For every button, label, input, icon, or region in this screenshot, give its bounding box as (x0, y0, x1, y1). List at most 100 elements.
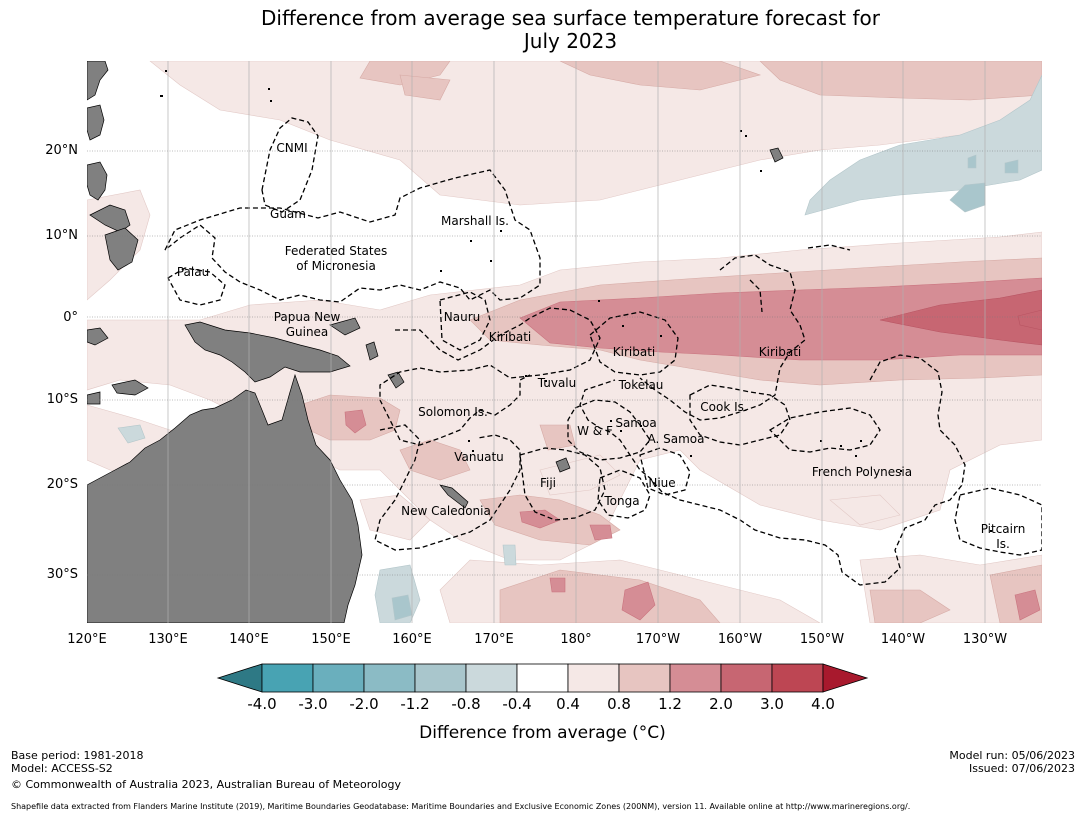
colorbar-segment-7 (618, 663, 671, 693)
label-pitcairn-line1: Pitcairn (980, 522, 1026, 536)
cb-tick-7: 0.8 (607, 695, 631, 713)
lon-label-150e: 150°E (311, 632, 351, 647)
bougainville (365, 341, 379, 361)
label-cook: Cook Is. (700, 400, 748, 414)
anomaly-2.0-3.0 (879, 289, 1042, 346)
lat-label-30s: 30°S (46, 567, 78, 582)
colorbar-title: Difference from average (°C) (419, 723, 666, 743)
label-png-line2: Guinea (285, 325, 329, 339)
label-fsm-line2: of Micronesia (296, 259, 376, 273)
colorbar-segment-9 (720, 663, 773, 693)
label-png: Papua New Guinea (274, 310, 341, 340)
cb-tick-5: -0.4 (502, 695, 532, 713)
label-tokelau: Tokelau (618, 378, 664, 392)
shapefile-credit: Shapefile data extracted from Flanders M… (11, 802, 911, 811)
label-guam: Guam (270, 207, 306, 221)
map-plot-area (87, 61, 1042, 623)
model-run: Model run: 05/06/2023 (949, 749, 1075, 762)
cb-tick-3: -1.2 (400, 695, 430, 713)
title-line-2: July 2023 (523, 29, 618, 53)
land-masses (87, 61, 784, 623)
label-wallis-futuna: W & F (577, 424, 613, 438)
lon-label-130w: 130°W (962, 632, 1008, 647)
lon-label-150w: 150°W (799, 632, 845, 647)
label-fsm-line1: Federated States (284, 244, 388, 258)
hawaii (769, 147, 784, 163)
cb-tick-2: -2.0 (349, 695, 379, 713)
cb-tick-10: 3.0 (760, 695, 784, 713)
label-niue: Niue (648, 476, 676, 490)
label-png-line1: Papua New (273, 310, 341, 324)
colorbar-segment-2 (363, 663, 416, 693)
label-tonga: Tonga (604, 494, 640, 508)
lat-label-10n: 10°N (45, 228, 78, 243)
philippines-a (87, 61, 109, 101)
label-new-caledonia: New Caledonia (401, 504, 491, 518)
lon-label-180: 180° (560, 632, 592, 647)
model-name: Model: ACCESS-S2 (11, 762, 113, 775)
cb-tick-9: 2.0 (709, 695, 733, 713)
lon-label-130e: 130°E (148, 632, 188, 647)
cb-tick-6: 0.4 (556, 695, 580, 713)
label-pitcairn: Pitcairn Is. (981, 522, 1026, 552)
label-american-samoa: A. Samoa (647, 432, 705, 446)
label-samoa: Samoa (615, 416, 657, 430)
cb-tick-11: 4.0 (811, 695, 835, 713)
anomaly-cool (117, 74, 1042, 623)
lat-label-20n: 20°N (45, 143, 78, 158)
cb-tick-0: -4.0 (247, 695, 277, 713)
colorbar-segment-5 (516, 663, 569, 693)
timor (87, 391, 101, 405)
new-guinea (184, 321, 351, 383)
mindanao (104, 227, 139, 271)
new-caledonia-isl (439, 484, 469, 509)
label-fsm: Federated States of Micronesia (285, 244, 387, 274)
cb-tick-4: -0.8 (451, 695, 481, 713)
label-solomon: Solomon Is. (418, 405, 488, 419)
label-nauru: Nauru (443, 310, 481, 324)
map-title: Difference from average sea surface temp… (0, 7, 1085, 53)
australia (87, 373, 363, 623)
lon-label-160e: 160°E (392, 632, 432, 647)
lon-label-140e: 140°E (229, 632, 269, 647)
colorbar-segment-10 (771, 663, 824, 693)
label-kiribati-west: Kiribati (488, 330, 532, 344)
issued-date: Issued: 07/06/2023 (968, 762, 1075, 775)
colorbar-segment-8 (669, 663, 722, 693)
label-french-polynesia: French Polynesia (811, 465, 913, 479)
cb-tick-1: -3.0 (298, 695, 328, 713)
lat-label-20s: 20°S (46, 477, 78, 492)
small-islands (160, 70, 992, 532)
philippines-d (89, 204, 131, 233)
solomon-islands (387, 371, 405, 389)
anomaly-1.2-2.0 (344, 277, 1042, 621)
colorbar-under-arrow (216, 663, 263, 693)
label-kiribati-east: Kiribati (758, 345, 802, 359)
colorbar-segment-4 (465, 663, 518, 693)
label-cnmi: CNMI (276, 141, 308, 155)
label-fiji: Fiji (539, 476, 557, 490)
label-marshall: Marshall Is. (441, 214, 509, 228)
lon-label-160w: 160°W (717, 632, 763, 647)
lon-label-140w: 140°W (880, 632, 926, 647)
lon-label-170e: 170°E (474, 632, 514, 647)
colorbar-segment-1 (312, 663, 365, 693)
label-vanuatu: Vanuatu (454, 450, 504, 464)
colorbar-segment-0 (261, 663, 314, 693)
philippines-c (87, 161, 108, 201)
new-britain (329, 317, 361, 336)
cb-tick-8: 1.2 (658, 695, 682, 713)
label-tuvalu: Tuvalu (537, 376, 577, 390)
fiji-isl (555, 457, 571, 473)
label-palau: Palau (176, 265, 210, 279)
copyright: © Commonwealth of Australia 2023, Austra… (11, 778, 401, 791)
label-pitcairn-line2: Is. (996, 537, 1010, 551)
base-period: Base period: 1981-2018 (11, 749, 144, 762)
lat-label-10s: 10°S (46, 392, 78, 407)
gridlines (87, 61, 1042, 623)
lon-label-170w: 170°W (635, 632, 681, 647)
eez-boundaries (164, 117, 1042, 586)
colorbar-segment-3 (414, 663, 467, 693)
colorbar-segment-6 (567, 663, 620, 693)
